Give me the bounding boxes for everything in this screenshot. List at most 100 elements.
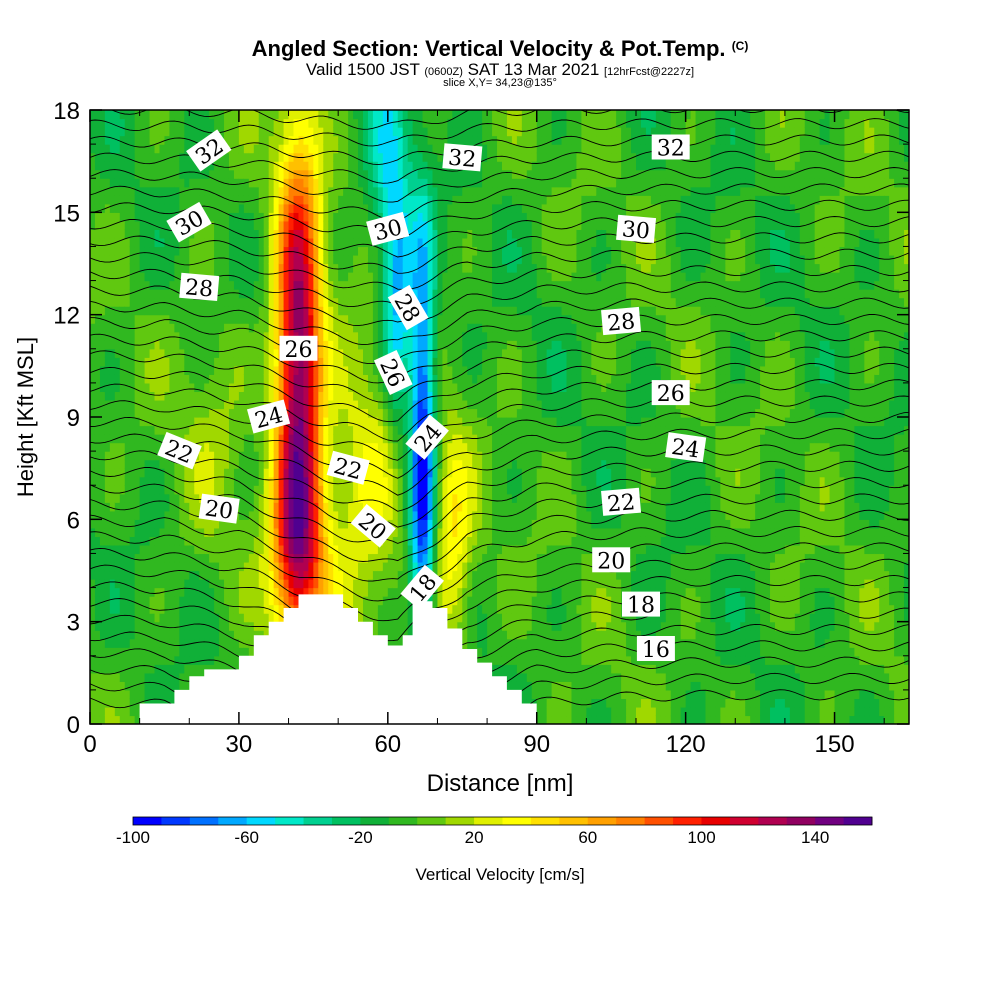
field-cell: [417, 135, 424, 145]
field-cell: [214, 476, 220, 486]
field-cell: [288, 382, 295, 393]
field-cell: [417, 382, 424, 393]
field-cell: [164, 365, 171, 375]
field-cell: [194, 118, 200, 128]
field-cell: [318, 417, 324, 427]
field-cell: [99, 434, 106, 444]
field-cell: [228, 655, 235, 665]
field-cell: [139, 459, 146, 469]
field-cell: [367, 297, 374, 307]
field-cell: [318, 570, 324, 580]
field-cell: [263, 229, 270, 239]
field-cell: [333, 220, 339, 230]
field-cell: [328, 434, 334, 444]
field-cell: [169, 391, 175, 401]
field-cell: [422, 254, 429, 265]
field-cell: [422, 519, 429, 529]
field-cell: [224, 152, 230, 162]
field-cell: [338, 587, 344, 597]
field-cell: [134, 331, 141, 341]
field-cell: [219, 254, 225, 265]
field-cell: [149, 596, 156, 606]
field-cell: [124, 348, 131, 358]
field-cell: [199, 476, 205, 486]
field-cell: [134, 212, 141, 222]
field-cell: [288, 237, 295, 248]
field-cell: [268, 425, 275, 435]
field-cell: [298, 246, 305, 256]
field-cell: [139, 587, 146, 597]
field-cell: [248, 638, 255, 648]
field-cell: [333, 485, 339, 495]
field-cell: [417, 297, 424, 307]
field-cell: [109, 374, 116, 384]
field-cell: [164, 570, 171, 580]
field-cell: [149, 587, 156, 597]
field-cell: [253, 476, 260, 486]
field-cell: [90, 186, 96, 196]
field-cell: [402, 399, 409, 410]
field-cell: [253, 468, 260, 478]
field-cell: [278, 527, 285, 537]
field-cell: [184, 561, 190, 572]
field-cell: [358, 442, 364, 452]
field-cell: [298, 510, 305, 520]
field-cell: [333, 365, 339, 375]
field-cell: [283, 280, 290, 290]
field-cell: [204, 544, 210, 555]
slice-info: slice X,Y= 34,23@135°: [443, 77, 557, 89]
field-cell: [303, 510, 309, 520]
field-cell: [238, 485, 245, 495]
field-cell: [214, 340, 220, 350]
field-cell: [104, 348, 111, 358]
field-cell: [114, 459, 121, 469]
field-cell: [377, 399, 384, 410]
field-cell: [199, 604, 205, 614]
field-cell: [129, 536, 136, 546]
field-cell: [333, 527, 339, 537]
field-cell: [134, 272, 141, 282]
field-cell: [94, 212, 101, 222]
field-cell: [412, 161, 419, 171]
field-cell: [253, 510, 260, 520]
field-cell: [219, 365, 225, 375]
field-cell: [238, 246, 245, 256]
field-cell: [258, 365, 265, 375]
field-cell: [129, 476, 136, 486]
field-cell: [238, 212, 245, 222]
field-cell: [288, 365, 295, 375]
field-cell: [129, 314, 136, 324]
field-cell: [169, 544, 175, 555]
field-cell: [228, 118, 235, 128]
field-cell: [367, 195, 374, 205]
field-cell: [159, 417, 166, 427]
field-cell: [392, 442, 399, 452]
field-cell: [144, 246, 151, 256]
field-cell: [114, 331, 121, 341]
field-cell: [129, 638, 136, 648]
field-cell: [174, 340, 180, 350]
field-cell: [233, 664, 240, 674]
field-cell: [94, 672, 101, 682]
field-cell: [159, 485, 166, 495]
field-cell: [104, 638, 111, 648]
field-cell: [268, 536, 275, 546]
field-cell: [99, 237, 106, 248]
field-cell: [124, 246, 131, 256]
field-cell: [417, 263, 424, 273]
field-cell: [303, 442, 309, 452]
field-cell: [412, 323, 419, 333]
field-cell: [303, 536, 309, 546]
field-cell: [377, 110, 384, 120]
field-cell: [263, 510, 270, 520]
field-cell: [204, 186, 210, 196]
field-cell: [154, 587, 161, 597]
field-cell: [417, 178, 424, 188]
field-cell: [417, 186, 424, 196]
field-cell: [323, 127, 329, 137]
field-cell: [164, 399, 171, 410]
field-cell: [402, 195, 409, 205]
field-cell: [417, 510, 424, 520]
field-cell: [372, 459, 379, 469]
field-cell: [189, 382, 195, 393]
